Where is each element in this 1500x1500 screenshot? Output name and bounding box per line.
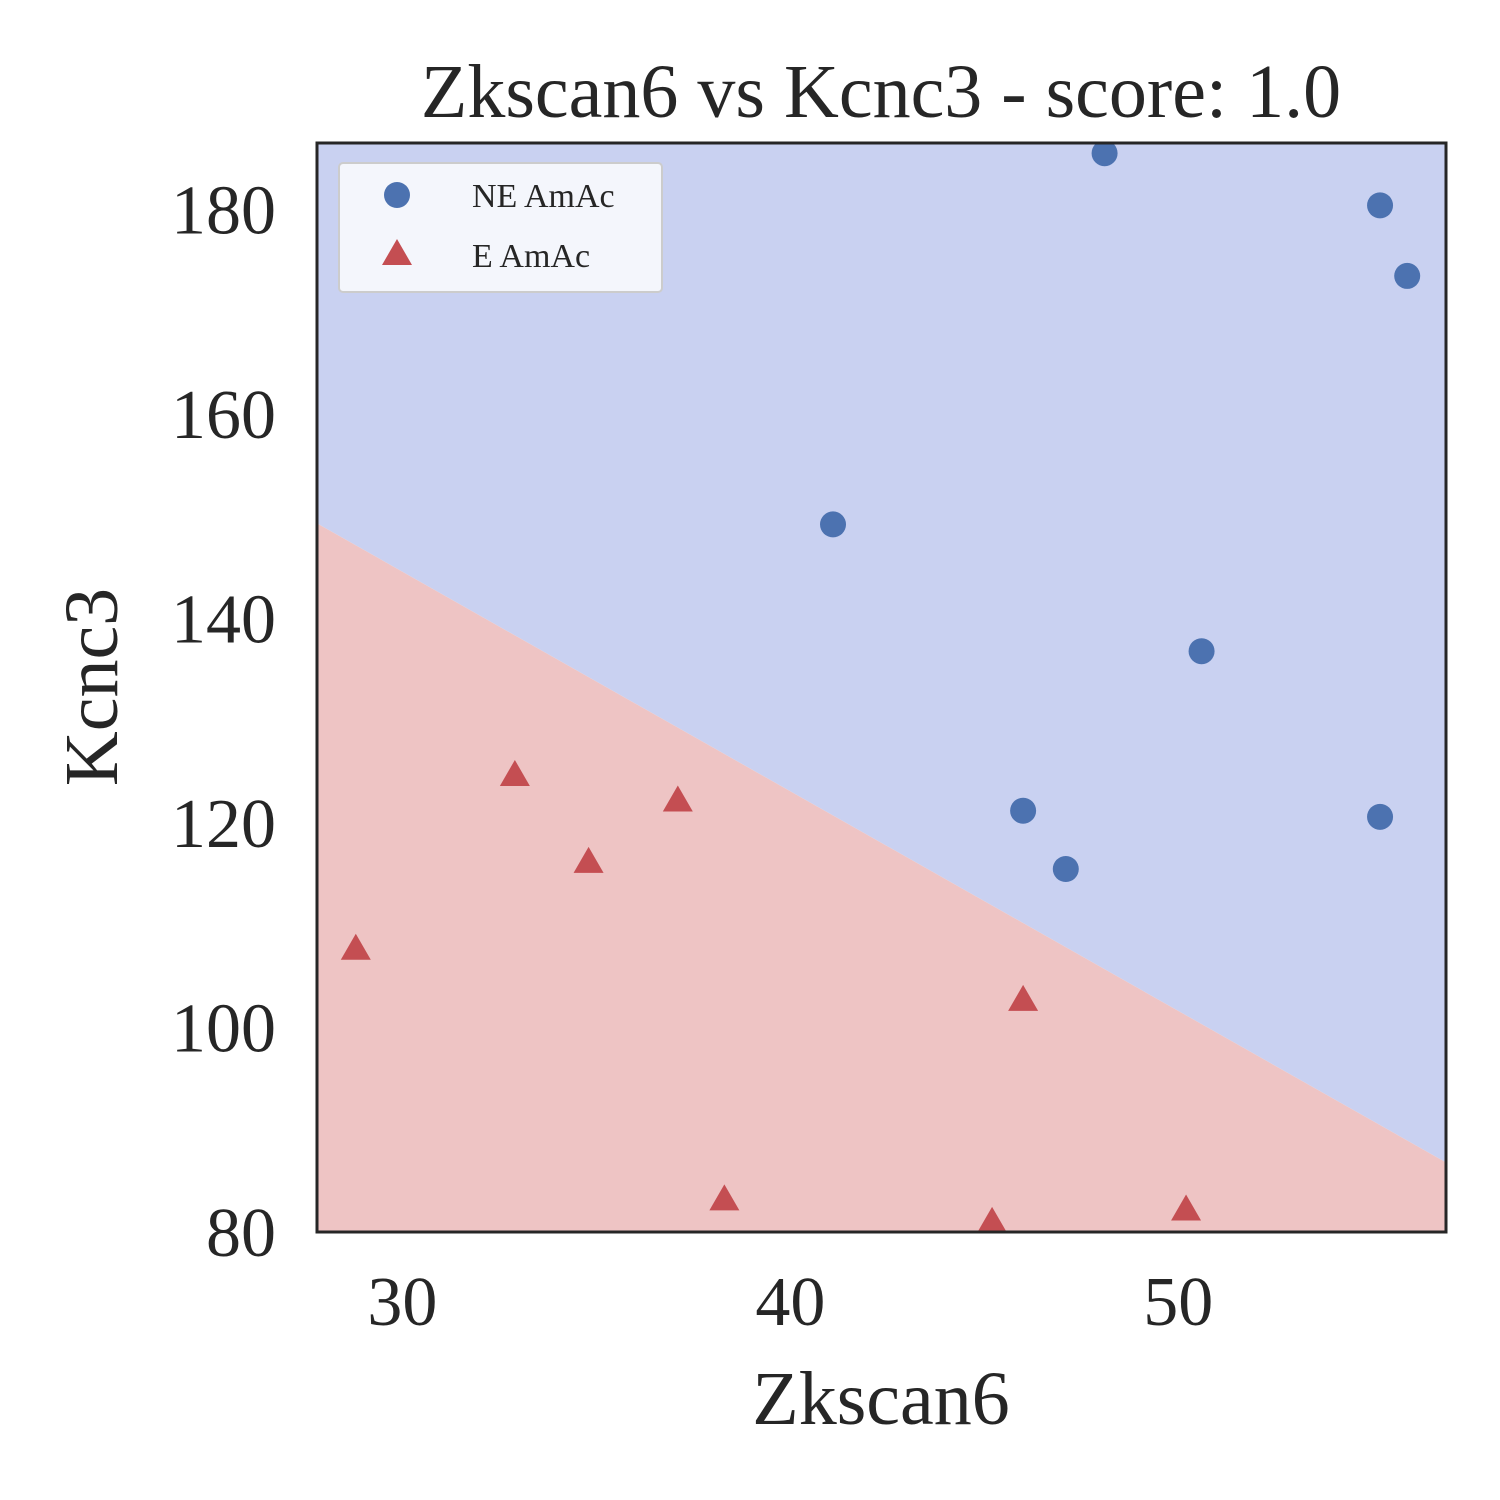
- point-e-amac-2: [573, 846, 604, 873]
- y-tick-label-100: 100: [171, 990, 276, 1067]
- point-ne-amac-6: [1052, 856, 1079, 882]
- point-e-amac-6: [1008, 984, 1039, 1011]
- point-ne-amac-1: [1367, 192, 1394, 219]
- point-ne-amac-2: [1394, 262, 1421, 289]
- point-e-amac-7: [1171, 1194, 1202, 1221]
- point-e-amac-0: [340, 933, 371, 960]
- legend-marker-ne-amac: [384, 182, 410, 208]
- x-axis-ticks: 30 40 50: [367, 1264, 1213, 1341]
- region-e-amac: [317, 523, 1446, 1232]
- x-axis-label: Zkscan6: [752, 1357, 1009, 1441]
- point-ne-amac-4: [1188, 638, 1215, 665]
- point-ne-amac-5: [1010, 797, 1037, 824]
- point-ne-amac-3: [820, 511, 847, 538]
- y-tick-label-160: 160: [171, 377, 276, 454]
- point-e-amac-5: [977, 1206, 1007, 1232]
- point-e-amac-4: [709, 1184, 740, 1211]
- x-tick-label-50: 50: [1143, 1264, 1213, 1341]
- legend-label-e-amac: E AmAc: [472, 238, 590, 275]
- legend-label-ne-amac: NE AmAc: [472, 178, 615, 215]
- y-axis-label: Kcnc3: [50, 588, 134, 786]
- point-ne-amac-7: [1367, 803, 1394, 830]
- data-markers: [340, 143, 1421, 1232]
- legend-box: [338, 162, 663, 293]
- point-ne-amac-0: [1091, 143, 1118, 167]
- chart-title: Zkscan6 vs Kcnc3 - score: 1.0: [421, 50, 1341, 134]
- region-ne-amac: [317, 143, 1446, 1163]
- y-tick-label-120: 120: [171, 786, 276, 863]
- y-axis-ticks: 80 100 120 140 160 180: [171, 172, 276, 1272]
- point-e-amac-3: [662, 785, 693, 812]
- x-tick-label-40: 40: [755, 1264, 825, 1341]
- y-tick-label-140: 140: [171, 581, 276, 658]
- legend: NE AmAc E AmAc: [338, 162, 663, 293]
- y-tick-label-80: 80: [206, 1195, 276, 1272]
- point-e-amac-1: [499, 759, 530, 786]
- y-tick-label-180: 180: [171, 172, 276, 249]
- plot-frame: [315, 141, 1448, 1234]
- x-tick-label-30: 30: [367, 1264, 437, 1341]
- plot-area: [315, 141, 1448, 1234]
- legend-marker-e-amac: [382, 239, 412, 265]
